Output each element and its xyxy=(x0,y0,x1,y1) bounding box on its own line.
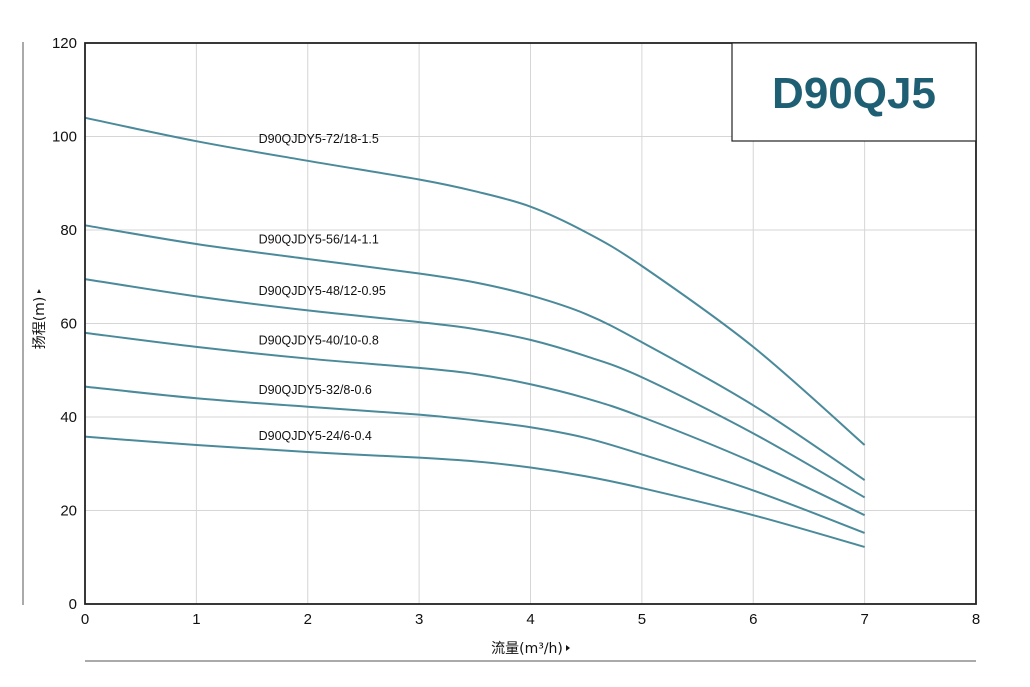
title-box xyxy=(731,42,977,142)
series-label: D90QJDY5-56/14-1.1 xyxy=(259,232,379,246)
series-line xyxy=(84,116,866,446)
x-tick-label: 5 xyxy=(638,611,646,628)
y-tick-label: 40 xyxy=(60,409,77,426)
x-tick-label: 2 xyxy=(304,611,312,628)
x-tick-label: 4 xyxy=(526,611,534,628)
series-line xyxy=(84,331,866,517)
series-line xyxy=(84,385,865,534)
y-tick-label: 80 xyxy=(60,222,77,239)
series-label: D90QJDY5-48/12-0.95 xyxy=(259,284,386,298)
plot-frame xyxy=(84,42,977,605)
x-tick-label: 8 xyxy=(972,611,980,628)
chart-title: D90QJ5 xyxy=(772,69,936,118)
curves xyxy=(84,116,866,548)
x-tick-label: 7 xyxy=(860,611,868,628)
y-tick-label: 60 xyxy=(60,316,77,333)
y-tick-label: 20 xyxy=(60,503,77,520)
series-label: D90QJDY5-32/8-0.6 xyxy=(259,383,372,397)
series-label: D90QJDY5-24/6-0.4 xyxy=(259,429,372,443)
series-label: D90QJDY5-40/10-0.8 xyxy=(259,333,379,347)
series-label: D90QJDY5-72/18-1.5 xyxy=(259,132,379,146)
x-tick-label: 1 xyxy=(192,611,200,628)
x-tick-label: 6 xyxy=(749,611,757,628)
series-line xyxy=(84,224,866,481)
y-tick-label: 120 xyxy=(52,35,77,52)
x-tick-label: 0 xyxy=(81,611,89,628)
y-axis-arrow-icon xyxy=(37,289,41,293)
x-axis-arrow-icon xyxy=(566,645,570,651)
y-axis-title-group: 扬程(m) xyxy=(32,289,48,349)
y-tick-label: 100 xyxy=(52,129,77,146)
y-tick-label: 0 xyxy=(69,596,77,613)
series-line xyxy=(84,278,866,499)
x-axis-title-group: 流量(m³/h) xyxy=(491,641,570,657)
curve-labels: D90QJDY5-72/18-1.5 D90QJDY5-56/14-1.1 D90Q… xyxy=(259,132,386,443)
x-axis-title: 流量(m³/h) xyxy=(491,641,563,657)
y-axis-title: 扬程(m) xyxy=(32,297,48,350)
x-tick-label: 3 xyxy=(415,611,423,628)
series-line xyxy=(84,435,865,548)
